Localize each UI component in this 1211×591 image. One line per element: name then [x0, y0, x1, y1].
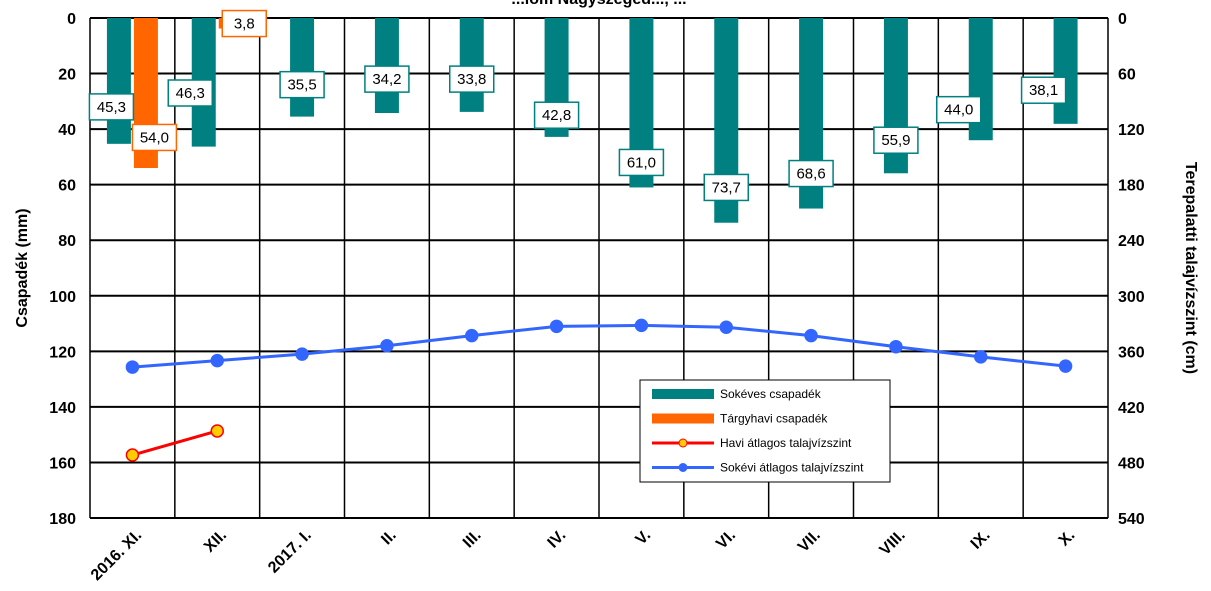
x-tick-label: IX.	[968, 527, 994, 553]
data-label-sokeves-box	[449, 65, 495, 93]
bar-sokeves-csapadek	[290, 18, 315, 117]
x-tick-label: VII.	[795, 527, 824, 556]
data-label-targyhavi: 54,0	[140, 129, 169, 146]
data-label-sokeves-box	[618, 148, 665, 177]
data-label-sokeves-box	[788, 159, 834, 188]
sokevi-talajvizszint-point	[634, 318, 649, 333]
sokevi-talajvizszint-point	[889, 339, 903, 354]
data-label-sokeves: 42,8	[542, 107, 571, 124]
y2-tick-label: 420	[1118, 400, 1145, 417]
x-tick-label: XII.	[201, 527, 230, 556]
y-tick-label: 0	[67, 11, 76, 28]
data-label-sokeves-box	[936, 95, 982, 124]
x-tick-label: III.	[460, 527, 485, 552]
legend-entry: Sokéves csapadék	[720, 387, 822, 401]
y2-tick-label: 480	[1118, 455, 1145, 472]
x-tick-label: IV.	[545, 527, 570, 552]
sokevi-talajvizszint-point	[974, 350, 988, 364]
y2-tick-label: 180	[1118, 178, 1145, 195]
sokevi-talajvizszint-point	[1058, 359, 1073, 373]
x-tick-label: VIII.	[877, 527, 909, 559]
bar-sokeves-csapadek	[106, 18, 131, 144]
y-tick-label: 160	[49, 455, 76, 472]
data-label-sokeves: 46,3	[176, 85, 205, 102]
sokevi-talajvizszint-point	[380, 339, 394, 353]
legend-swatch	[652, 389, 714, 399]
y-axis-title: Csapadék (mm)	[14, 208, 31, 327]
havi-talajvizszint-point	[125, 448, 140, 462]
y2-tick-label: 360	[1118, 344, 1145, 361]
y2-tick-label: 120	[1118, 122, 1145, 139]
havi-talajvizszint-point	[210, 424, 224, 438]
x-tick-label: 2016. XI.	[88, 527, 145, 584]
data-label-sokeves-box	[873, 126, 919, 154]
data-label-sokeves: 68,6	[796, 166, 825, 183]
x-tick-label: X.	[1056, 527, 1079, 550]
y-tick-label: 20	[58, 67, 76, 84]
y2-tick-label: 60	[1118, 67, 1136, 84]
sokevi-talajvizszint-point	[549, 319, 564, 334]
data-label-sokeves: 73,7	[712, 179, 741, 196]
data-label-sokeves-box	[364, 65, 410, 93]
x-tick-label: 2017. I.	[265, 527, 315, 577]
x-tick-label: V.	[633, 527, 655, 549]
data-label-targyhavi-box	[131, 123, 178, 152]
y-tick-label: 60	[58, 178, 76, 195]
x-tick-label: II.	[378, 527, 399, 548]
data-label-sokeves: 61,0	[627, 154, 656, 171]
data-label-sokeves: 55,9	[881, 132, 910, 149]
sokevi-talajvizszint-point	[210, 353, 224, 368]
y2-tick-label: 240	[1118, 233, 1145, 250]
legend-entry: Tárgyhavi csapadék	[720, 412, 828, 426]
data-label-sokeves-box	[1020, 76, 1067, 104]
data-label-targyhavi-box	[221, 9, 267, 38]
y2-tick-label: 540	[1118, 511, 1145, 528]
bar-sokeves-csapadek	[459, 18, 484, 112]
data-label-sokeves: 44,0	[944, 102, 973, 119]
y-tick-label: 80	[58, 233, 76, 250]
legend-swatch	[652, 413, 714, 424]
y-tick-label: 40	[58, 122, 76, 139]
data-label-sokeves-box	[88, 93, 135, 121]
data-label-sokeves-box	[533, 101, 580, 129]
sokevi-talajvizszint-point	[465, 328, 479, 343]
data-label-sokeves: 45,3	[97, 99, 126, 116]
y2-tick-label: 0	[1118, 11, 1127, 28]
data-label-sokeves: 33,8	[457, 71, 486, 88]
y-tick-label: 180	[49, 511, 76, 528]
legend-entry: Sokévi átlagos talajvízszint	[720, 461, 864, 475]
sokevi-talajvizszint-point	[804, 328, 818, 343]
y-tick-label: 120	[49, 344, 76, 361]
sokevi-talajvizszint-point	[295, 347, 309, 361]
y-tick-label: 140	[49, 400, 76, 417]
data-label-sokeves-box	[703, 173, 749, 202]
data-label-sokeves: 35,5	[287, 77, 316, 94]
sokevi-talajvizszint-point	[719, 320, 733, 335]
legend-entry: Havi átlagos talajvízszint	[720, 436, 852, 450]
legend-marker	[678, 463, 688, 472]
havi-talajvizszint-line	[132, 429, 218, 457]
data-label-targyhavi: 3,8	[234, 16, 255, 33]
y-tick-label: 100	[49, 289, 76, 306]
legend-marker	[678, 438, 688, 448]
data-label-sokeves-box	[279, 70, 325, 99]
data-label-sokeves: 38,1	[1029, 82, 1058, 99]
chart-title: ...lom Nagyszeged..., ...	[511, 0, 686, 8]
data-label-sokeves: 34,2	[372, 71, 401, 88]
sokevi-talajvizszint-line	[132, 323, 1066, 369]
x-tick-label: VI.	[713, 527, 739, 553]
y2-axis-title: Terepalatti talajvízszint (cm)	[1182, 162, 1199, 374]
sokevi-talajvizszint-point	[125, 360, 140, 374]
data-label-sokeves-box	[167, 79, 213, 107]
bar-sokeves-csapadek	[1053, 18, 1078, 124]
y2-tick-label: 300	[1118, 289, 1145, 306]
